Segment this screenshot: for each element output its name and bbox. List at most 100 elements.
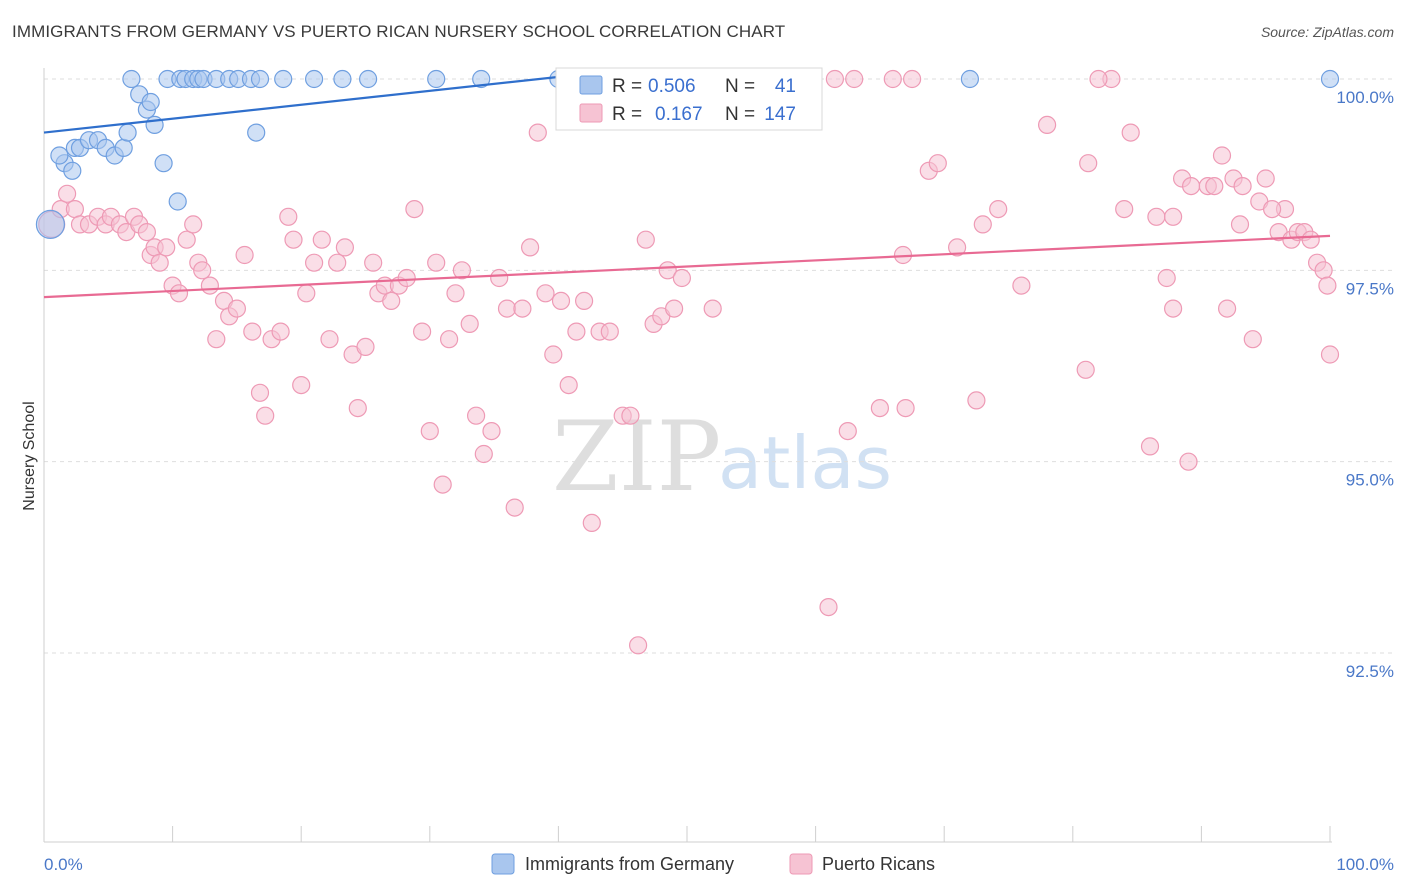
puerto-rican-point xyxy=(490,268,509,288)
germany-point xyxy=(50,146,69,165)
bottom-legend-swatch-germany xyxy=(491,853,515,875)
puerto-rican-point xyxy=(243,322,262,341)
puerto-rican-point xyxy=(505,498,524,517)
puerto-rican-point xyxy=(664,299,684,318)
germany-point xyxy=(250,69,270,89)
watermark-atlas: atlas xyxy=(718,421,892,505)
puerto-rican-point xyxy=(703,299,722,318)
germany-point xyxy=(141,92,160,112)
puerto-rican-point xyxy=(819,597,838,617)
puerto-rican-point xyxy=(1147,207,1166,226)
puerto-rican-point xyxy=(427,253,446,272)
puerto-rican-point xyxy=(1037,115,1057,135)
stats-legend: R = 0.506 N = 41 R = 0.167 N = 147 xyxy=(555,67,823,131)
legend-n-value-germany: 41 xyxy=(775,76,796,97)
bottom-legend-swatch-puerto xyxy=(789,853,813,875)
trend-lines xyxy=(43,70,1331,299)
puerto-rican-point xyxy=(292,376,311,395)
puerto-rican-point xyxy=(870,399,890,418)
puerto-rican-point xyxy=(1314,261,1333,280)
puerto-rican-point xyxy=(169,284,189,303)
legend-n-value-puerto: 147 xyxy=(764,104,796,125)
puerto-rican-point xyxy=(845,69,864,89)
puerto-rican-point xyxy=(989,200,1008,219)
puerto-rican-point xyxy=(528,123,547,142)
puerto-rican-point xyxy=(328,253,347,272)
puerto-rican-point xyxy=(279,207,298,226)
puerto-rican-point xyxy=(574,291,594,310)
puerto-rican-point xyxy=(902,69,922,89)
legend-swatch-puerto xyxy=(579,103,603,123)
y-tick-labels: 100.0% 97.5% 95.0% 92.5% xyxy=(1336,88,1394,681)
puerto-rican-point xyxy=(1212,146,1232,165)
puerto-rican-point xyxy=(312,230,331,249)
puerto-rican-point xyxy=(420,422,439,441)
puerto-rican-point xyxy=(513,299,532,318)
puerto-rican-point xyxy=(928,154,947,173)
puerto-rican-point xyxy=(474,444,493,464)
germany-point xyxy=(63,161,82,180)
legend-r-value-germany: 0.506 xyxy=(648,76,696,97)
puerto-rican-point xyxy=(896,399,915,418)
puerto-rican-point xyxy=(600,322,619,341)
puerto-rican-point xyxy=(967,391,986,410)
puerto-rican-point xyxy=(1163,207,1183,226)
puerto-rican-point xyxy=(1233,177,1252,196)
puerto-rican-point xyxy=(405,200,424,219)
puerto-rican-point xyxy=(184,215,203,234)
puerto-rican-point xyxy=(297,284,316,303)
puerto-rican-point xyxy=(335,238,354,257)
puerto-rican-point xyxy=(497,299,517,318)
chart-title: IMMIGRANTS FROM GERMANY VS PUERTO RICAN … xyxy=(12,22,786,41)
germany-point xyxy=(472,69,491,89)
puerto-rican-point xyxy=(1217,299,1237,318)
puerto-rican-point xyxy=(482,422,501,441)
puerto-rican-point xyxy=(193,261,212,280)
puerto-rican-point xyxy=(551,291,571,310)
germany-point xyxy=(114,138,133,157)
puerto-rican-point xyxy=(460,314,479,333)
puerto-rican-point xyxy=(1179,452,1198,471)
y-tick-label: 100.0% xyxy=(1336,88,1394,107)
puerto-rican-point xyxy=(397,268,416,288)
puerto-rican-point xyxy=(582,513,601,533)
x-tick-labels: 0.0% 100.0% xyxy=(44,855,1394,874)
puerto-rican-point xyxy=(256,406,275,425)
puerto-rican-point xyxy=(559,376,578,395)
germany-point xyxy=(333,69,352,89)
puerto-rican-point xyxy=(672,268,692,288)
puerto-rican-point xyxy=(1243,330,1262,349)
puerto-rican-point xyxy=(284,230,303,249)
puerto-rican-point xyxy=(348,399,367,418)
bottom-legend-label-germany: Immigrants from Germany xyxy=(525,854,734,874)
puerto-rican-point xyxy=(1121,123,1140,142)
grid xyxy=(44,78,1394,654)
legend-r-label-germany: R = xyxy=(612,76,642,97)
legend-r-value-puerto: 0.167 xyxy=(655,104,703,125)
puerto-rican-point xyxy=(467,406,486,425)
legend-r-label-puerto: R = xyxy=(612,104,642,125)
puerto-rican-point xyxy=(1301,230,1320,249)
puerto-rican-point xyxy=(364,253,383,272)
legend-swatch-germany xyxy=(579,75,603,95)
puerto-rican-point xyxy=(250,383,270,402)
germany-point xyxy=(154,154,173,173)
puerto-rican-point xyxy=(1157,268,1176,288)
puerto-rican-point xyxy=(520,238,540,257)
puerto-rican-point xyxy=(883,69,902,89)
puerto-rican-point xyxy=(1320,345,1340,364)
puerto-rican-point xyxy=(838,422,857,441)
puerto-rican-point xyxy=(1163,299,1183,318)
puerto-rican-point xyxy=(65,200,85,219)
puerto-rican-point xyxy=(567,322,586,341)
puerto-rican-point xyxy=(536,284,555,303)
puerto-rican-point xyxy=(452,261,471,280)
puerto-rican-point xyxy=(658,261,677,280)
germany-point xyxy=(1320,69,1340,89)
germany-point xyxy=(359,69,378,89)
series-legend: Immigrants from Germany Puerto Ricans xyxy=(491,853,935,875)
puerto-rican-point xyxy=(235,245,254,265)
puerto-rican-point xyxy=(1140,437,1160,456)
puerto-rican-point xyxy=(1318,276,1337,295)
puerto-rican-point xyxy=(150,253,169,272)
